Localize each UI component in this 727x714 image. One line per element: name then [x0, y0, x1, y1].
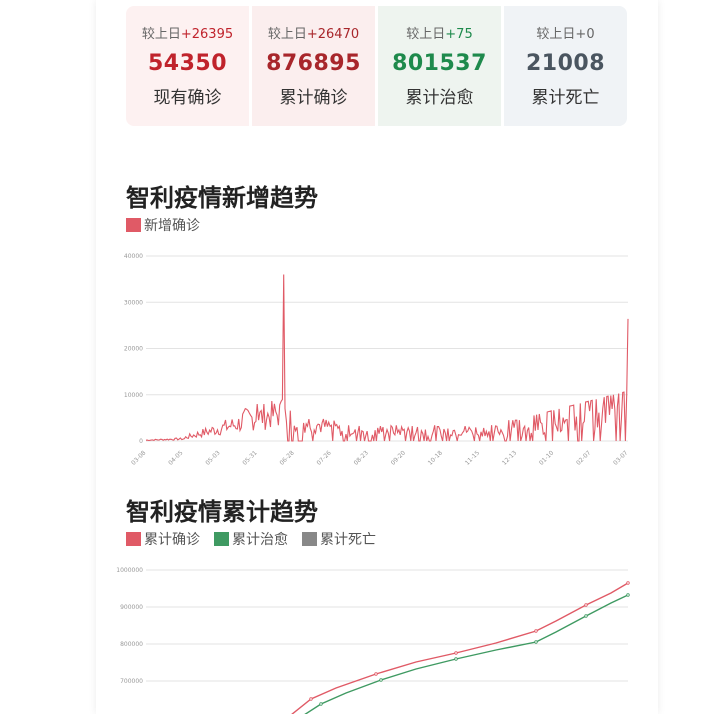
legend-label: 累计死亡	[320, 532, 376, 548]
stat-total-confirmed: 较上日+26470 876895 累计确诊	[252, 6, 375, 126]
y-tick-label: 700000	[120, 678, 143, 685]
y-tick-label: 40000	[124, 253, 143, 260]
stat-value: 54350	[147, 51, 228, 76]
x-tick-label: 03-07	[612, 449, 629, 466]
x-tick-label: 05-03	[204, 449, 221, 466]
data-point	[454, 651, 458, 655]
data-point	[319, 702, 323, 706]
x-tick-label: 08-23	[353, 449, 370, 466]
x-tick-label: 03-08	[130, 449, 147, 466]
legend-swatch	[126, 532, 141, 546]
data-point	[584, 603, 588, 607]
stat-current-confirmed: 较上日+26395 54350 现有确诊	[126, 6, 249, 126]
stat-delta: 较上日+26470	[267, 27, 360, 42]
y-tick-label: 20000	[124, 346, 143, 353]
legend-item[interactable]: 累计死亡	[302, 529, 376, 549]
y-tick-label: 1000000	[116, 567, 143, 574]
data-point	[374, 672, 378, 676]
legend-item[interactable]: 累计确诊	[126, 529, 200, 549]
y-tick-label: 10000	[124, 392, 143, 399]
stat-label: 累计确诊	[279, 88, 348, 108]
legend-swatch	[302, 532, 317, 546]
stat-value: 801537	[392, 51, 487, 76]
data-point	[534, 640, 538, 644]
stat-label: 累计死亡	[531, 88, 600, 108]
legend-item[interactable]: 新增确诊	[126, 215, 200, 235]
chart-title-daily: 智利疫情新增趋势	[126, 184, 318, 212]
stats-panel: 较上日+26395 54350 现有确诊 较上日+26470 876895 累计…	[126, 6, 627, 126]
data-point	[309, 697, 313, 701]
y-tick-label: 0	[139, 438, 143, 445]
x-tick-label: 10-18	[427, 449, 444, 466]
stat-delta: 较上日+75	[406, 27, 473, 42]
daily-chart: 0 10000 20000 30000 40000 03-08 04-05 05-03 05-3…	[124, 253, 630, 467]
chart-title-cumulative: 智利疫情累计趋势	[126, 498, 318, 526]
data-point	[584, 614, 588, 618]
data-point	[379, 678, 383, 682]
legend-daily: 新增确诊	[126, 215, 200, 235]
legend-label: 累计确诊	[144, 532, 200, 548]
series-total-confirmed-line	[291, 582, 629, 714]
legend-cumulative: 累计确诊 累计治愈 累计死亡	[126, 529, 376, 549]
legend-swatch	[126, 218, 141, 232]
data-point	[534, 629, 538, 633]
stat-value: 21008	[525, 51, 606, 76]
x-tick-label: 12-13	[501, 449, 518, 466]
cumulative-chart: 1000000 900000 800000 700000	[116, 567, 630, 714]
stat-label: 累计治愈	[405, 88, 474, 108]
series-total-cured-line	[304, 594, 629, 714]
x-tick-label: 09-20	[390, 449, 407, 466]
x-tick-label: 02-07	[575, 449, 592, 466]
y-tick-label: 30000	[124, 299, 143, 306]
stat-delta: 较上日+0	[536, 27, 595, 42]
data-point	[454, 657, 458, 661]
legend-swatch	[214, 532, 229, 546]
stat-delta: 较上日+26395	[141, 27, 234, 42]
stat-total-cured: 较上日+75 801537 累计治愈	[378, 6, 501, 126]
y-tick-label: 900000	[120, 604, 143, 611]
x-tick-label: 05-31	[241, 449, 258, 466]
legend-label: 新增确诊	[144, 218, 200, 234]
legend-label: 累计治愈	[232, 532, 288, 548]
x-tick-label: 01-10	[538, 449, 555, 466]
x-tick-label: 11-15	[464, 449, 481, 466]
x-tick-label: 04-05	[167, 449, 184, 466]
x-tick-label: 07-26	[316, 449, 333, 466]
series-new-confirmed-line	[145, 274, 629, 442]
stat-label: 现有确诊	[153, 88, 222, 108]
stat-value: 876895	[266, 51, 361, 76]
y-tick-label: 800000	[120, 641, 143, 648]
data-point	[626, 581, 630, 585]
x-tick-label: 06-28	[278, 449, 295, 466]
legend-item[interactable]: 累计治愈	[214, 529, 288, 549]
data-point	[626, 593, 630, 597]
stat-total-deaths: 较上日+0 21008 累计死亡	[504, 6, 627, 126]
page-container: 较上日+26395 54350 现有确诊 较上日+26470 876895 累计…	[96, 0, 658, 714]
